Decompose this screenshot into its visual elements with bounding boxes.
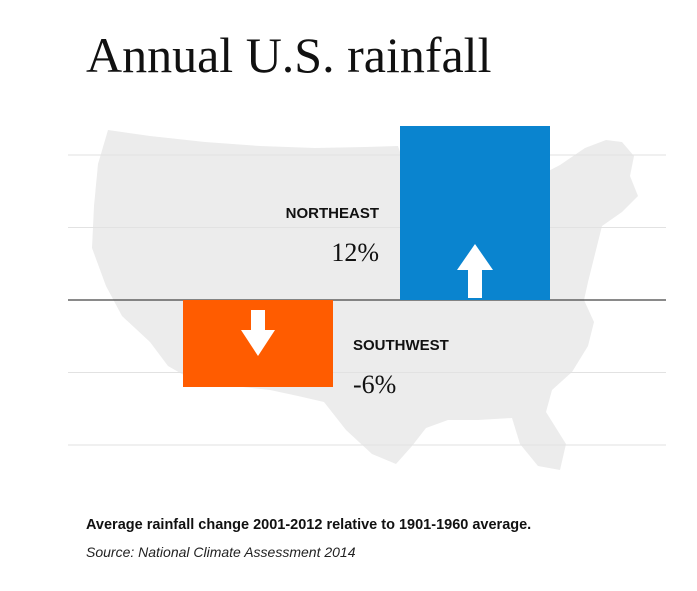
bar-labels: NORTHEAST 12% SOUTHWEST -6% (286, 205, 449, 399)
arrow-up-icon (457, 244, 493, 298)
chart-source: Source: National Climate Assessment 2014 (86, 544, 356, 560)
value-label-southwest: -6% (353, 370, 396, 399)
category-label-northeast: NORTHEAST (286, 205, 379, 222)
gridlines (68, 154, 666, 446)
chart-title: Annual U.S. rainfall (86, 27, 492, 83)
chart-caption: Average rainfall change 2001-2012 relati… (86, 517, 532, 533)
category-label-southwest: SOUTHWEST (353, 337, 449, 354)
bars (183, 126, 550, 387)
arrow-down-icon (241, 310, 275, 356)
value-label-northeast: 12% (331, 238, 379, 267)
